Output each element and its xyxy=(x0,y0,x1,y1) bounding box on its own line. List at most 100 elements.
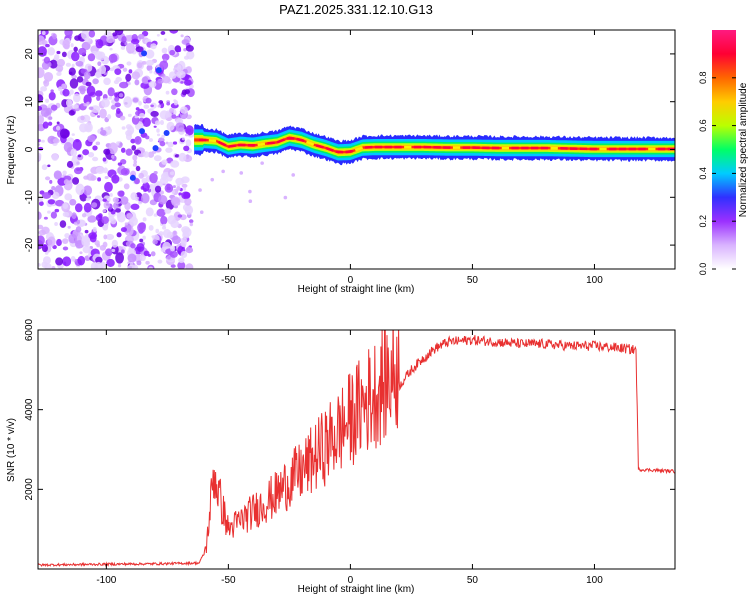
snr-panel: -100 -50 0 50 100 2000 4000 6000 Height of str… xyxy=(6,318,676,595)
spectrogram-noise-blob xyxy=(152,145,159,152)
spectrogram-noise-blob xyxy=(184,197,192,206)
spectrogram-noise-blob xyxy=(85,81,92,87)
spectrogram-noise-blob xyxy=(178,257,185,264)
spectrogram-noise-blob xyxy=(62,202,69,209)
spectrogram-noise-blob xyxy=(101,98,110,108)
spectrogram-noise-blob xyxy=(119,196,129,205)
spectrogram-noise-blob xyxy=(126,212,133,219)
spectrogram-noise-blob xyxy=(47,164,51,168)
spectrogram-noise-blob xyxy=(38,138,41,143)
spectrogram-noise-blob xyxy=(184,89,191,95)
spectrogram-noise-blob xyxy=(67,225,71,229)
spectrogram-noise-blob xyxy=(38,143,41,146)
spectrogram-ridge-core xyxy=(208,139,217,143)
spectrogram-noise-blob xyxy=(173,99,177,102)
spectrogram-noise-blob xyxy=(120,147,126,153)
spectrogram-noise-blob xyxy=(38,111,41,116)
spectrogram-noise-blob xyxy=(83,185,93,196)
spectrogram-noise-blob xyxy=(158,194,168,205)
spectrogram-noise-blob xyxy=(56,238,62,247)
spectrogram-noise-blob xyxy=(138,128,145,135)
spectrogram-noise-blob xyxy=(174,154,180,158)
spectrogram-noise-blob xyxy=(184,133,189,137)
spectrogram-noise-blob xyxy=(109,192,113,197)
spectrogram-noise-blob xyxy=(68,71,73,75)
snr-ytick-label: 4000 xyxy=(24,398,35,421)
spectrogram-noise-blob xyxy=(78,47,87,56)
spectrogram-x-axis: -100 -50 0 50 100 xyxy=(96,30,603,286)
spectrogram-noise-blob xyxy=(38,235,45,246)
spectrogram-noise-blob xyxy=(182,203,192,212)
spectrogram-noise-blob xyxy=(128,69,133,74)
spectrogram-noise-blob xyxy=(95,51,103,60)
spectrogram-noise-blob xyxy=(56,121,60,125)
spectrogram-noise-blob xyxy=(49,59,58,69)
spectrogram-noise-blob xyxy=(41,30,46,36)
spectrogram-noise-blob xyxy=(62,88,70,97)
spectrogram-noise-blob xyxy=(47,121,53,126)
spectrogram-noise-blob xyxy=(131,144,137,151)
spectrogram-noise-blob xyxy=(52,138,60,144)
spectrogram-noise-blob xyxy=(90,262,98,269)
spectrogram-noise-blob xyxy=(169,30,179,34)
spectrogram-noise-blob xyxy=(50,211,58,219)
spectrogram-noise-blob xyxy=(75,60,84,67)
spectrogram-noise-blob xyxy=(43,216,48,220)
spectrogram-noise-blob xyxy=(38,46,47,57)
spectrogram-noise-blob xyxy=(180,34,184,38)
spectrogram-noise-blob xyxy=(76,219,81,225)
spectrogram-ridge-core xyxy=(267,141,275,145)
spectrogram-noise-blob xyxy=(107,114,112,120)
spectrogram-noise-blob xyxy=(116,211,122,218)
spectrogram-noise-blob xyxy=(95,90,103,97)
spectrogram-noise-blob xyxy=(160,215,168,225)
spectrogram-noise-blob xyxy=(159,141,166,147)
spectrogram-noise-blob xyxy=(198,188,202,192)
spectrogram-noise-blob xyxy=(120,168,130,176)
spectrogram-noise-blob xyxy=(125,132,132,141)
spectrogram-noise-blob xyxy=(135,46,144,53)
spectrogram-ylabel: Frequency (Hz) xyxy=(6,116,17,185)
spectrogram-noise-blob xyxy=(95,38,104,49)
spectrogram-noise-blob xyxy=(43,56,51,64)
spectrogram-noise-blob xyxy=(132,97,139,103)
spectrogram-noise-blob xyxy=(161,134,165,139)
spectrogram-noise-blob xyxy=(121,36,127,43)
spectrogram-noise-blob xyxy=(148,224,154,231)
spectrogram-noise-blob xyxy=(169,171,175,176)
spectrogram-ridge-core xyxy=(257,142,266,147)
spectrogram-noise-blob xyxy=(132,163,137,167)
spectrogram-noise-blob xyxy=(159,60,169,70)
spectrogram-noise-blob xyxy=(248,189,252,194)
spectrogram-noise-blob xyxy=(170,245,176,252)
spectrogram-noise-blob xyxy=(127,253,137,263)
spectrogram-ridge-core xyxy=(354,146,364,152)
spectrogram-noise-blob xyxy=(47,47,56,56)
spectrogram-noise-blob xyxy=(156,34,160,37)
spectrogram-noise-blob xyxy=(95,166,105,175)
spectrogram-noise-blob xyxy=(166,121,175,131)
spectrogram-noise-blob xyxy=(42,244,48,248)
spectrogram-noise-blob xyxy=(156,128,160,133)
colorbar-tick-label: 0.4 xyxy=(698,167,708,180)
spectrogram-noise-blob xyxy=(133,160,138,165)
spectrogram-noise-blob xyxy=(82,245,91,254)
spectrogram-noise-blob xyxy=(99,108,107,119)
spectrogram-noise-blob xyxy=(172,230,178,236)
spectrogram-xtick-label: -100 xyxy=(96,275,116,286)
spectrogram-xtick-label: 50 xyxy=(467,275,479,286)
spectrogram-noise-blob xyxy=(55,125,61,131)
spectrogram-noise-blob xyxy=(210,177,215,182)
spectrogram-noise-blob xyxy=(73,104,79,109)
spectrogram-noise-blob xyxy=(62,238,69,245)
spectrogram-noise-blob xyxy=(56,58,66,67)
spectrogram-noise-blob xyxy=(126,42,136,54)
spectrogram-noise-blob xyxy=(62,211,70,218)
spectrogram-noise-blob xyxy=(47,199,56,205)
spectrogram-noise-blob xyxy=(56,50,61,55)
spectrogram-noise-blob xyxy=(45,98,49,103)
spectrogram-noise-blob xyxy=(164,183,174,193)
spectrogram-noise-blob xyxy=(64,193,73,201)
spectrogram-noise-blob xyxy=(96,115,101,118)
spectrogram-noise-blob xyxy=(105,248,113,257)
